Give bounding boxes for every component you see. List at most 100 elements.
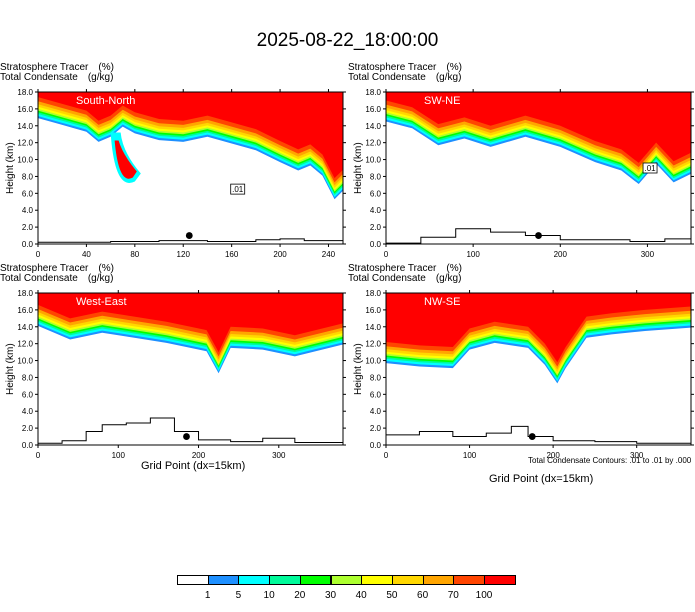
plot-frame xyxy=(37,91,344,245)
x-tick-label: 200 xyxy=(554,250,568,259)
panel-west-east: Stratosphere Tracer (%) Total Condensate (g… xyxy=(0,263,346,463)
panel-label: West-East xyxy=(76,296,127,308)
y-tick-label: 4.0 xyxy=(370,206,382,215)
y-tick-label: 2.0 xyxy=(370,424,382,433)
colorbar-swatch xyxy=(391,575,424,585)
y-tick-label: 0.0 xyxy=(370,240,382,249)
field-unit: (%) xyxy=(446,62,462,73)
y-tick-label: 8.0 xyxy=(22,373,34,382)
colorbar-swatch xyxy=(361,575,393,585)
colorbar-swatch xyxy=(177,575,209,585)
x-tick-label: 300 xyxy=(272,451,286,460)
colorbar-swatch xyxy=(238,575,271,585)
y-tick-label: 0.0 xyxy=(22,441,34,450)
y-tick-label: 10.0 xyxy=(365,357,381,366)
contour-footnote: Total Condensate Contours: .01 to .01 by… xyxy=(528,456,692,465)
y-tick-label: 18.0 xyxy=(365,289,381,298)
colorbar-swatch xyxy=(484,575,516,585)
panel-label: NW-SE xyxy=(424,296,460,308)
y-tick-label: 18.0 xyxy=(365,88,381,97)
y-tick-label: 16.0 xyxy=(365,105,381,114)
y-tick-label: 2.0 xyxy=(22,424,34,433)
y-tick-label: 8.0 xyxy=(370,172,382,181)
header-line-2: Total Condensate (g/kg) xyxy=(0,72,113,83)
y-tick-label: 10.0 xyxy=(17,357,33,366)
location-marker xyxy=(535,232,542,239)
y-tick-label: 12.0 xyxy=(365,139,381,148)
colorbar-label: 20 xyxy=(294,590,306,601)
colorbar-swatch xyxy=(422,575,455,585)
plot-area: 0.0 2.0 4.0 6.0 8.0 10.0 12.0 14.0 16.0 18.0 0 100 2… xyxy=(17,289,346,460)
colorbar-label: 60 xyxy=(417,590,429,601)
colorbar-swatch xyxy=(330,575,363,585)
colorbar-label: 1 xyxy=(204,590,211,601)
header-line-1: Stratosphere Tracer (%) xyxy=(0,62,114,73)
plot-area: 0.0 2.0 4.0 6.0 8.0 10.0 12.0 14.0 16.0 18.0 0 100 2… xyxy=(365,289,694,460)
tracer-band-1 xyxy=(386,293,691,363)
header-line-2: Total Condensate (g/kg) xyxy=(348,273,461,284)
colorbar-label: 50 xyxy=(386,590,398,601)
x-tick-label: 0 xyxy=(36,250,41,259)
x-tick-label: 100 xyxy=(112,451,126,460)
y-tick-label: 18.0 xyxy=(17,289,33,298)
x-tick-label: 240 xyxy=(322,250,336,259)
location-marker xyxy=(183,433,190,440)
terrain-line xyxy=(386,228,692,244)
y-tick-label: 4.0 xyxy=(370,407,382,416)
x-tick-label: 160 xyxy=(225,250,239,259)
contour-label: .01 xyxy=(644,164,656,173)
page-title: 2025-08-22_18:00:00 xyxy=(256,30,439,51)
y-tick-label: 6.0 xyxy=(370,390,382,399)
tracer-band-1 xyxy=(38,92,343,179)
tracer-band-1 xyxy=(38,293,343,353)
x-axis-label-left: Grid Point (dx=15km) xyxy=(141,460,246,472)
colorbar-label: 30 xyxy=(324,590,337,601)
x-tick-label: 80 xyxy=(130,250,139,259)
y-tick-label: 8.0 xyxy=(22,172,34,181)
plot-area: .01 0.0 2.0 4.0 6.0 8.0 10.0 12.0 14.0 16.0 18.0 0 4… xyxy=(17,88,346,259)
y-tick-label: 6.0 xyxy=(370,189,382,198)
y-tick-label: 8.0 xyxy=(370,373,382,382)
plot-frame xyxy=(385,91,692,245)
y-tick-label: 12.0 xyxy=(17,139,33,148)
field-unit: (%) xyxy=(98,263,114,274)
colorbar-label: 100 xyxy=(475,590,493,601)
x-tick-label: 200 xyxy=(192,451,206,460)
y-tick-label: 16.0 xyxy=(17,306,33,315)
field-name: Stratosphere Tracer xyxy=(348,263,437,274)
y-tick-label: 2.0 xyxy=(22,223,34,232)
header-line-2: Total Condensate (g/kg) xyxy=(0,273,113,284)
location-marker xyxy=(185,232,193,239)
field-name: Stratosphere Tracer xyxy=(348,62,437,73)
field-unit: (%) xyxy=(446,263,462,274)
x-tick-label: 100 xyxy=(466,250,480,259)
y-tick-label: 10.0 xyxy=(365,156,381,165)
colorbar-label: 40 xyxy=(355,590,367,601)
colorbar-label: 10 xyxy=(263,590,275,601)
y-tick-label: 16.0 xyxy=(17,105,33,114)
panel-sw-ne: Stratosphere Tracer (%) Total Condensate (g… xyxy=(348,62,694,262)
plot-frame xyxy=(385,292,692,446)
x-tick-label: 100 xyxy=(463,451,477,460)
field-name: Total Condensate xyxy=(348,273,426,284)
colorbar-swatch xyxy=(299,575,332,585)
tracer-band-1 xyxy=(386,92,691,163)
y-tick-label: 4.0 xyxy=(22,206,34,215)
field-name: Stratosphere Tracer xyxy=(0,62,89,73)
y-tick-label: 4.0 xyxy=(22,407,34,416)
header-line-2: Total Condensate (g/kg) xyxy=(348,72,461,83)
plot-frame xyxy=(37,292,344,446)
contour-label-box xyxy=(230,183,246,195)
x-tick-label: 0 xyxy=(384,451,389,460)
colorbar-swatch xyxy=(453,575,485,585)
y-tick-label: 14.0 xyxy=(365,122,381,131)
y-tick-label: 0.0 xyxy=(22,240,34,249)
terrain-line xyxy=(38,238,344,243)
y-tick-label: 14.0 xyxy=(17,323,33,332)
field-name: Total Condensate xyxy=(0,273,78,284)
y-tick-label: 10.0 xyxy=(17,156,33,165)
plot-area: .01 0.0 2.0 4.0 6.0 8.0 10.0 12.0 14.0 16.0 18.0 0 1… xyxy=(365,88,694,259)
colorbar-label: 70 xyxy=(447,590,459,601)
colorbar-swatch xyxy=(269,575,301,585)
colorbar-label: 5 xyxy=(235,590,242,601)
